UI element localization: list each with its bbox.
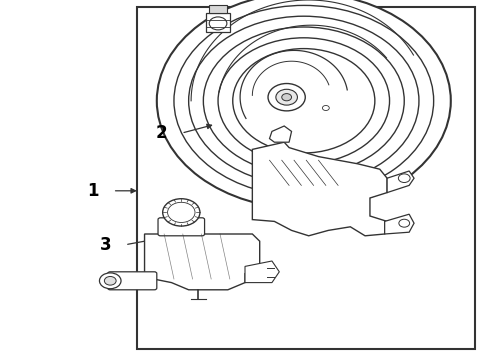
Circle shape [189,16,419,185]
Polygon shape [145,234,260,290]
Circle shape [398,174,410,183]
Circle shape [104,276,116,285]
Polygon shape [252,142,387,236]
Circle shape [218,38,390,164]
Polygon shape [270,126,292,142]
Circle shape [322,105,329,111]
Circle shape [399,219,410,227]
Text: 3: 3 [99,236,111,254]
Circle shape [282,94,292,101]
Circle shape [268,84,305,111]
Circle shape [99,273,121,289]
Polygon shape [385,214,414,234]
Circle shape [209,17,227,30]
Circle shape [233,49,375,153]
Polygon shape [245,261,279,283]
Bar [206,13,230,32]
FancyBboxPatch shape [108,272,157,290]
FancyBboxPatch shape [158,218,205,236]
Circle shape [157,0,451,209]
Circle shape [276,89,297,105]
Text: 2: 2 [156,124,168,142]
Polygon shape [387,171,414,193]
Text: 1: 1 [87,182,99,200]
Bar [137,7,475,349]
Circle shape [203,27,404,175]
Circle shape [163,199,200,226]
Circle shape [174,5,434,196]
Bar [209,5,227,13]
